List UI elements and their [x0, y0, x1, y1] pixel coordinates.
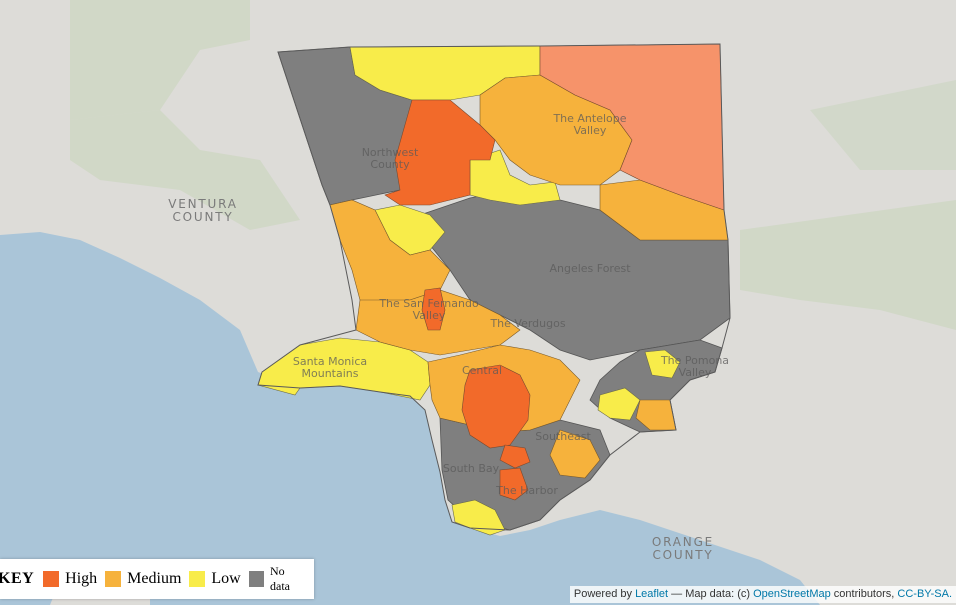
legend-label-no-data: No data [270, 564, 291, 593]
region-high-central [461, 364, 531, 449]
region-low-harbor [451, 499, 506, 536]
region-low-mid [469, 149, 561, 206]
attribution-map-data: — Map data: (c) [671, 588, 751, 600]
attribution-contributors: contributors, [833, 588, 895, 600]
region-high-valley [421, 287, 446, 331]
legend-title: KEY [0, 570, 35, 587]
region-medium-west [329, 199, 451, 306]
region-high-harbor [499, 467, 529, 501]
legend-item-low: Low [189, 570, 241, 588]
cc-by-sa-link[interactable]: CC-BY-SA. [897, 588, 952, 600]
legend-item-high: High [43, 570, 97, 588]
region-high-south [499, 444, 531, 469]
legend-label-medium: Medium [127, 570, 182, 587]
map-attribution: Powered by Leaflet — Map data: (c) OpenS… [569, 586, 956, 603]
legend-item-no-data: No data [248, 564, 306, 594]
region-medium-east-pocket [635, 399, 677, 431]
region-high-northwest [384, 99, 496, 206]
forest-area-north [70, 0, 250, 120]
leaflet-link[interactable]: Leaflet [635, 588, 669, 600]
county-boundary [257, 43, 731, 531]
ocean [0, 232, 820, 605]
openstreetmap-link[interactable]: OpenStreetMap [753, 588, 831, 600]
legend-label-low: Low [211, 570, 241, 587]
region-low-east [597, 387, 641, 421]
legend-swatch-no-data [248, 571, 265, 587]
legend-label-high: High [65, 570, 98, 587]
legend-swatch-medium [105, 571, 122, 587]
map-legend: KEY High Medium Low No data [0, 559, 314, 599]
legend-swatch-high [43, 571, 60, 587]
forest-area-ventura [70, 110, 300, 230]
legend-swatch-low [189, 571, 206, 587]
region-low-pomona [644, 349, 681, 379]
forest-area-east [740, 200, 956, 330]
legend-item-medium: Medium [105, 570, 181, 588]
region-medium-southeast [549, 429, 601, 479]
attribution-powered-by: Powered by [573, 588, 632, 600]
forest-area-northeast [810, 80, 956, 170]
